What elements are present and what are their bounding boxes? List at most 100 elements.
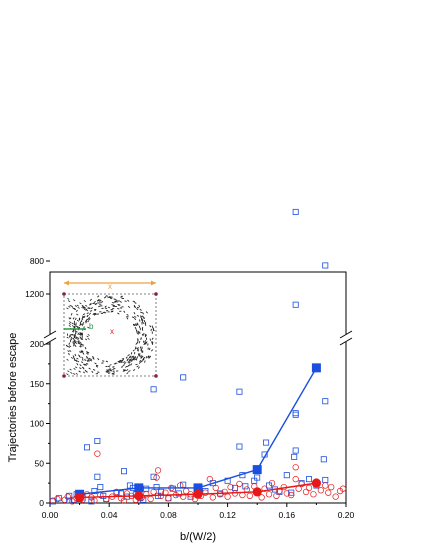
trajectory-segment [130, 363, 133, 366]
y-tick-label: 50 [35, 458, 45, 468]
data-point [113, 488, 120, 496]
data-point [302, 488, 310, 496]
trajectory-segment [124, 369, 127, 372]
trajectory-segment [76, 313, 79, 316]
trajectory-segment [120, 359, 124, 363]
trajectory-segment [86, 359, 89, 363]
trajectory-segment [81, 350, 84, 353]
trajectory-segment [109, 364, 112, 366]
trajectory-segment [87, 358, 90, 361]
trajectory-segment [93, 308, 97, 311]
trajectory-segment [112, 368, 115, 371]
trajectory-segment [124, 300, 127, 303]
data-point [150, 473, 157, 480]
trajectory-segment [136, 306, 140, 309]
trajectory-segment [79, 345, 82, 348]
trajectory-segment [83, 300, 86, 302]
inset-diagram: x b x [60, 275, 160, 381]
trajectory-segment [78, 333, 82, 336]
data-point [320, 456, 327, 463]
trajectory-segment [87, 320, 90, 323]
trajectory-segment [128, 356, 131, 359]
trajectory-segment [139, 346, 142, 349]
series-3 [75, 478, 321, 503]
y-tick-label: 100 [30, 419, 44, 429]
trajectory-segment [71, 325, 75, 327]
trajectory-segment [84, 338, 88, 341]
trajectory-segment [91, 356, 95, 358]
data-point [332, 493, 339, 500]
trajectory-segment [82, 352, 85, 355]
trajectory-segment [127, 299, 130, 302]
trajectory-segment [79, 332, 83, 335]
trajectory-segment [106, 369, 110, 372]
trajectory-segment [97, 358, 100, 361]
trajectory-segment [86, 351, 89, 353]
x-tick-label: 0.20 [338, 510, 355, 520]
trajectory-segment [111, 372, 114, 375]
trajectory-segment [75, 325, 78, 328]
trajectory-segment [123, 310, 126, 313]
mean-point [75, 492, 85, 503]
trajectory-segment [83, 306, 86, 309]
data-point [121, 468, 128, 475]
axis-break-mark [43, 330, 57, 339]
data-point [69, 498, 76, 505]
arrow-head-left [64, 280, 69, 286]
trajectory-segment [144, 339, 147, 343]
trajectory-segment [73, 357, 76, 360]
trajectory-segment [71, 330, 75, 333]
trajectory-segment [74, 323, 77, 326]
data-point [292, 476, 299, 483]
trajectory-segment [112, 371, 116, 373]
trajectory-segment [79, 341, 82, 344]
trajectory-segment [127, 354, 130, 357]
trajectory-segment [89, 303, 93, 306]
trajectory-segment [127, 305, 131, 309]
data-point [305, 476, 312, 483]
trajectory-segment [83, 315, 86, 318]
trajectory-segment [125, 356, 128, 359]
inset-center-x: x [110, 327, 114, 336]
trajectory-segment [132, 355, 135, 359]
trajectory-segment [85, 363, 89, 365]
trajectory-segment [141, 333, 144, 337]
trajectory-segment [82, 371, 86, 374]
trajectory-segment [86, 352, 89, 355]
trajectory-segment [107, 372, 111, 374]
data-point [246, 492, 253, 499]
data-point [328, 483, 335, 491]
trajectory-segment [67, 345, 70, 348]
trajectory-segment [92, 357, 95, 360]
trajectory-segment [102, 311, 105, 314]
data-point [254, 474, 261, 481]
trajectory-segment [142, 312, 144, 315]
mean-point [134, 491, 144, 501]
trajectory-segment [74, 305, 78, 307]
trajectory-segment [133, 306, 137, 309]
trajectory-segment [133, 358, 137, 361]
trajectory-segment [119, 300, 122, 303]
trajectory-segment [149, 355, 152, 358]
trajectory-segment [93, 301, 96, 304]
data-point [153, 484, 160, 491]
data-point [236, 443, 243, 450]
trajectory-segment [128, 364, 131, 367]
trajectory-segment [135, 329, 138, 332]
trajectory-segment [132, 323, 135, 327]
data-point [209, 494, 216, 501]
trajectory-segment [138, 354, 141, 357]
trajectory-segment [126, 313, 129, 316]
trajectory-segment [129, 355, 132, 358]
axis-break-gap [44, 334, 56, 342]
trajectory-segment [122, 369, 125, 372]
trajectory-segment [73, 299, 76, 302]
trajectory-segment [80, 337, 83, 340]
trajectory-segment [81, 323, 84, 327]
trajectory-segment [75, 372, 78, 375]
data-point [54, 495, 61, 503]
trajectory-segment [136, 356, 139, 359]
trajectory-segment [105, 295, 108, 297]
trajectory-segment [145, 341, 148, 344]
trajectory-segment [69, 334, 72, 337]
